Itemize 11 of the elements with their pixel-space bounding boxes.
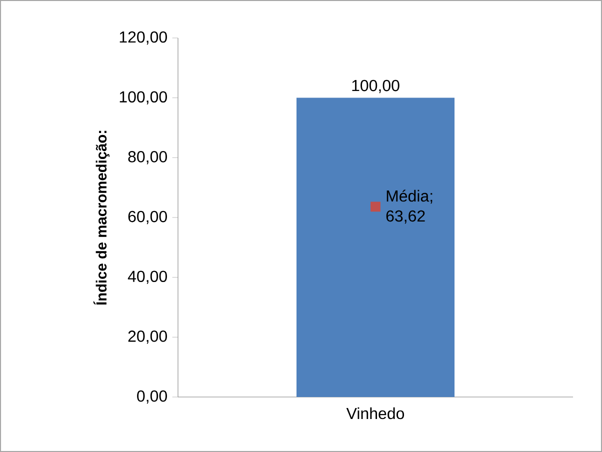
y-tick-label: 40,00 (128, 270, 167, 284)
y-axis-title: Índice de macromedição: (93, 130, 110, 305)
x-tick-label: Vinhedo (346, 407, 404, 420)
y-tick-label: 80,00 (128, 151, 167, 164)
y-tick-label: 0,00 (137, 390, 167, 404)
y-tick-label: 60,00 (128, 210, 167, 224)
y-tick-label: 100,00 (120, 91, 167, 104)
y-tick-label: 20,00 (128, 330, 167, 344)
y-tick-label: 120,00 (120, 31, 167, 45)
data-label: Média; 63,62 (386, 190, 432, 224)
data-label: 100,00 (352, 80, 400, 94)
